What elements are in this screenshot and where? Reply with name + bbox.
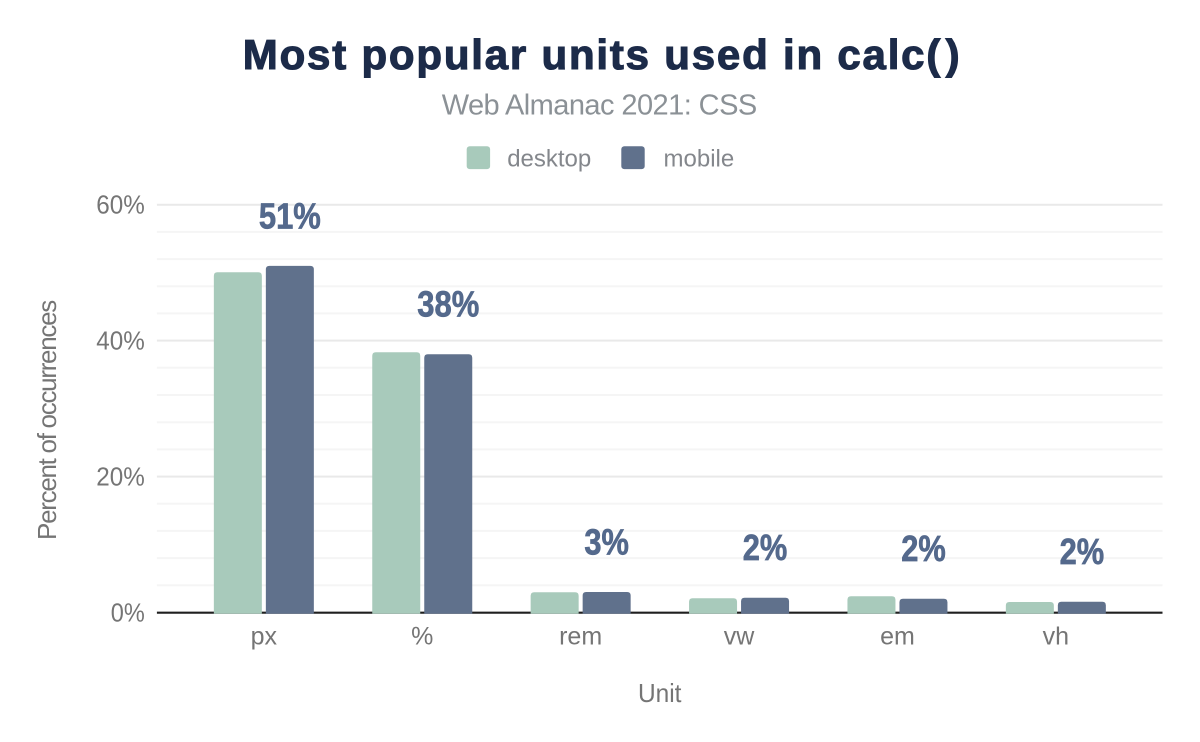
svg-text:38%: 38% xyxy=(417,284,479,325)
svg-text:2%: 2% xyxy=(743,527,788,568)
svg-text:Web Almanac 2021: CSS: Web Almanac 2021: CSS xyxy=(442,89,757,121)
svg-text:2%: 2% xyxy=(1060,531,1105,572)
svg-text:Most popular units used in cal: Most popular units used in calc() xyxy=(243,31,962,78)
svg-text:3%: 3% xyxy=(584,521,629,562)
svg-text:vh: vh xyxy=(1043,622,1069,650)
svg-text:desktop: desktop xyxy=(507,145,591,172)
svg-text:mobile: mobile xyxy=(664,145,735,172)
svg-text:px: px xyxy=(251,622,278,650)
svg-text:2%: 2% xyxy=(901,528,946,569)
svg-text:Percent of occurrences: Percent of occurrences xyxy=(32,300,62,540)
svg-text:rem: rem xyxy=(559,622,602,650)
svg-text:%: % xyxy=(411,622,433,650)
svg-text:20%: 20% xyxy=(96,461,145,491)
svg-text:vw: vw xyxy=(724,622,756,650)
svg-text:Unit: Unit xyxy=(638,678,682,708)
svg-text:em: em xyxy=(880,622,915,650)
svg-text:0%: 0% xyxy=(111,597,145,627)
svg-text:40%: 40% xyxy=(96,325,145,355)
svg-text:60%: 60% xyxy=(96,190,145,220)
svg-text:51%: 51% xyxy=(259,195,321,236)
